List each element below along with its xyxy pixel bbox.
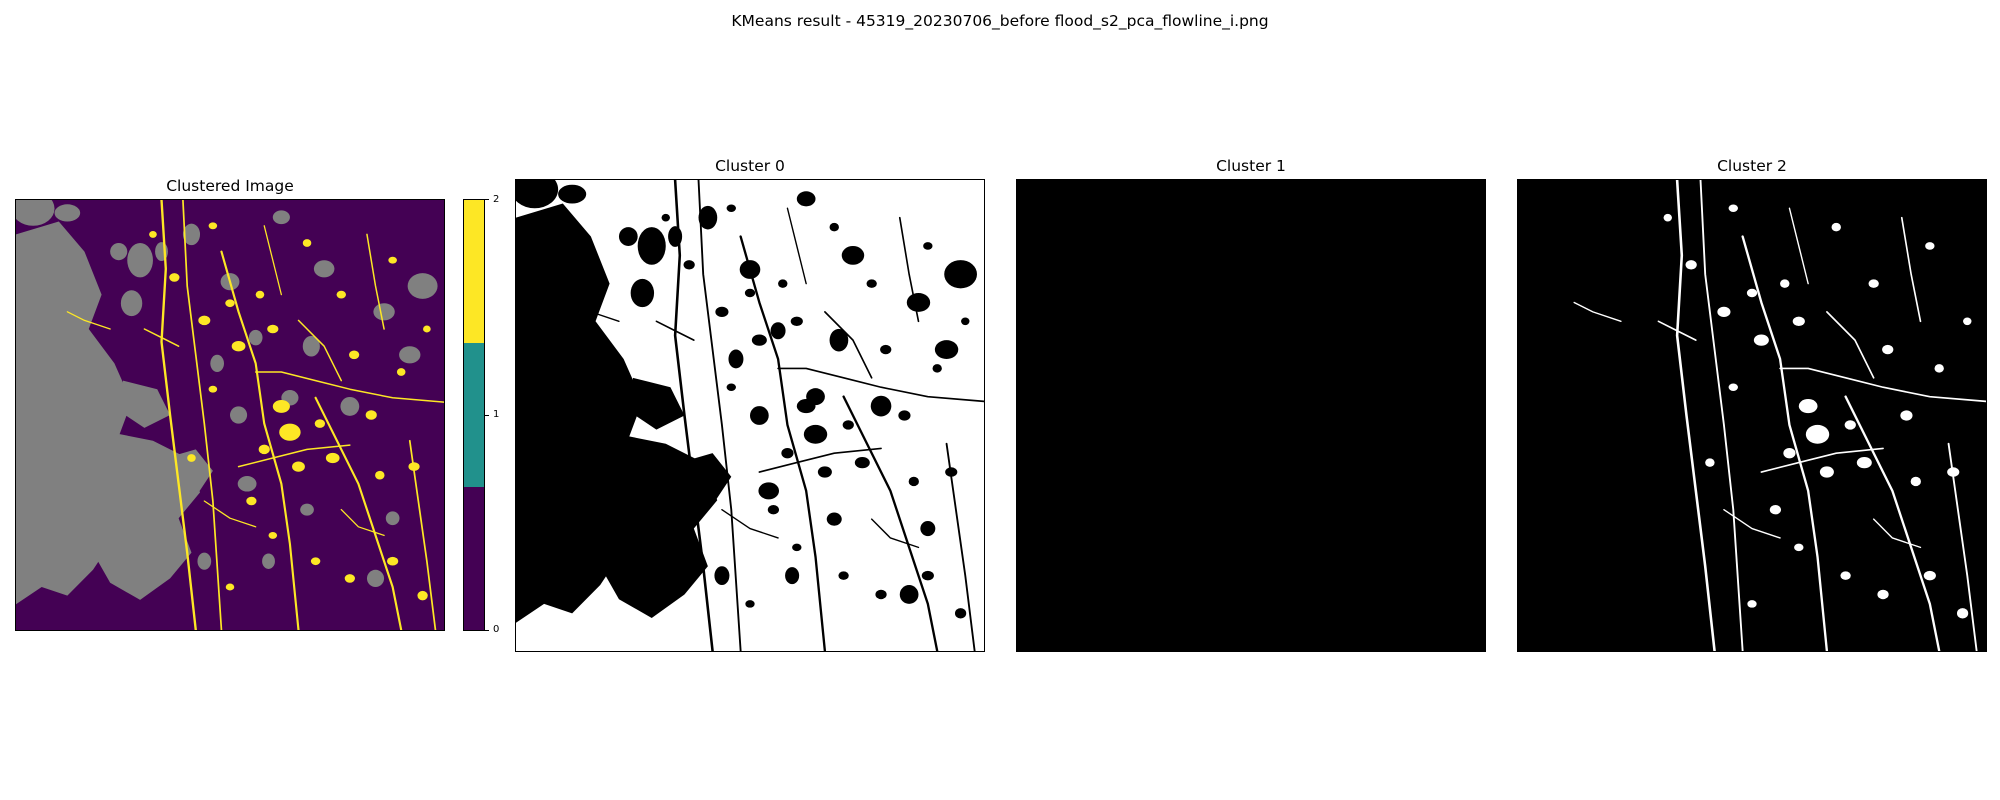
colorbar-tick-1 [485,415,489,416]
colorbar-segment-2 [464,200,484,344]
cluster-0-mask [515,179,985,652]
colorbar-tick-label-1: 1 [493,409,500,420]
colorbar-segment-0 [464,486,484,630]
cluster-1-title: Cluster 1 [1216,157,1286,175]
cluster-0-title: Cluster 0 [715,157,785,175]
colorbar-tick-2 [485,199,489,200]
colorbar-tick-label-2: 2 [493,194,500,205]
clustered-image [15,199,445,631]
clustered-image-title: Clustered Image [166,177,294,195]
cluster-2-title: Cluster 2 [1717,157,1787,175]
colorbar-tick-0 [485,630,489,631]
colorbar-segment-1 [464,343,484,487]
figure-title: KMeans result - 45319_20230706_before fl… [731,12,1269,30]
cluster-1-mask [1016,179,1486,652]
cluster-2-mask [1517,179,1987,652]
colorbar-tick-label-0: 0 [493,624,500,635]
colorbar [463,199,485,631]
